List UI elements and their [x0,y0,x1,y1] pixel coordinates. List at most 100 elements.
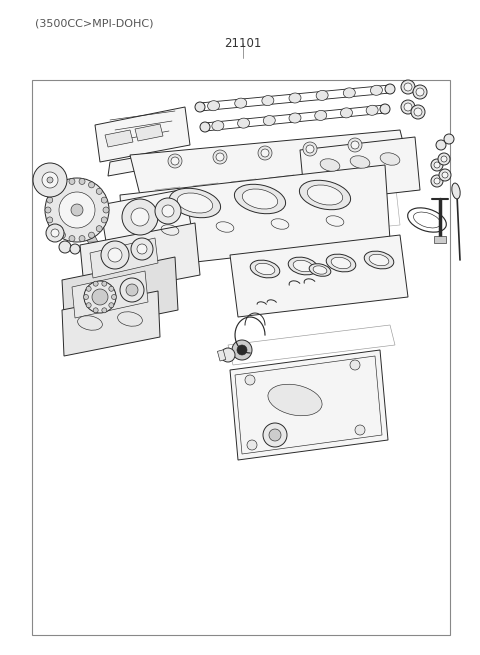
Circle shape [33,163,67,197]
Circle shape [221,348,235,362]
Circle shape [441,156,447,162]
Polygon shape [120,165,390,270]
Circle shape [306,145,314,153]
Circle shape [111,295,117,299]
Bar [32,80,450,635]
Circle shape [84,295,88,299]
Circle shape [431,159,443,171]
Ellipse shape [309,264,331,276]
Ellipse shape [288,257,318,275]
Ellipse shape [369,254,389,266]
Circle shape [213,150,227,164]
Circle shape [414,108,422,116]
Circle shape [88,182,95,188]
Circle shape [108,248,122,262]
Circle shape [93,281,98,286]
Circle shape [258,146,272,160]
Circle shape [69,178,75,185]
Circle shape [436,140,446,150]
Ellipse shape [350,156,370,168]
Circle shape [109,303,114,308]
Circle shape [102,308,107,313]
Circle shape [155,198,181,224]
Circle shape [59,241,71,253]
Circle shape [162,205,174,217]
Circle shape [171,157,179,165]
Ellipse shape [118,312,143,326]
Circle shape [126,284,138,296]
Circle shape [137,244,147,254]
Circle shape [52,189,58,195]
Circle shape [69,236,75,242]
Polygon shape [130,130,415,215]
Ellipse shape [207,101,219,111]
Ellipse shape [289,93,301,103]
Circle shape [247,440,257,450]
Ellipse shape [343,88,355,98]
Ellipse shape [326,254,356,272]
Text: (3500CC>MPI-DOHC): (3500CC>MPI-DOHC) [35,19,154,29]
Circle shape [303,142,317,156]
Circle shape [411,105,425,119]
Circle shape [401,80,415,94]
Circle shape [70,244,80,254]
Ellipse shape [316,90,328,100]
Polygon shape [300,137,420,203]
Polygon shape [230,350,388,460]
Circle shape [47,217,53,223]
Circle shape [401,100,415,114]
Circle shape [51,229,59,237]
Circle shape [168,154,182,168]
Ellipse shape [366,105,378,115]
Circle shape [355,425,365,435]
Circle shape [86,303,91,308]
Circle shape [103,207,109,213]
Polygon shape [135,124,163,141]
Circle shape [442,172,448,178]
Circle shape [380,104,390,114]
Ellipse shape [78,316,102,330]
Polygon shape [72,271,148,318]
Circle shape [439,169,451,181]
Circle shape [431,175,443,187]
Circle shape [348,138,362,152]
Ellipse shape [234,184,286,214]
Circle shape [93,308,98,313]
Circle shape [47,197,53,203]
Circle shape [434,162,440,168]
Polygon shape [108,153,160,176]
Ellipse shape [235,98,247,108]
Circle shape [416,88,424,96]
Circle shape [101,241,129,269]
Circle shape [351,141,359,149]
Circle shape [79,236,85,242]
Polygon shape [105,130,133,147]
Ellipse shape [380,153,400,165]
Circle shape [59,192,95,228]
Ellipse shape [313,266,327,274]
Bar [217,350,226,361]
Ellipse shape [371,85,383,95]
Circle shape [261,149,269,157]
Circle shape [120,278,144,302]
Circle shape [79,178,85,185]
Circle shape [96,225,102,232]
Ellipse shape [289,113,301,123]
Circle shape [413,85,427,99]
Ellipse shape [307,185,343,205]
Circle shape [109,286,114,291]
Ellipse shape [320,159,340,171]
Ellipse shape [250,260,280,278]
Circle shape [86,286,91,291]
Circle shape [52,225,58,232]
Circle shape [71,204,83,216]
Ellipse shape [315,111,327,121]
Ellipse shape [242,189,278,209]
Circle shape [385,84,395,94]
Ellipse shape [331,257,351,269]
Circle shape [122,199,158,235]
Ellipse shape [268,384,322,416]
Polygon shape [80,223,200,297]
Circle shape [88,232,95,238]
Circle shape [47,177,53,183]
